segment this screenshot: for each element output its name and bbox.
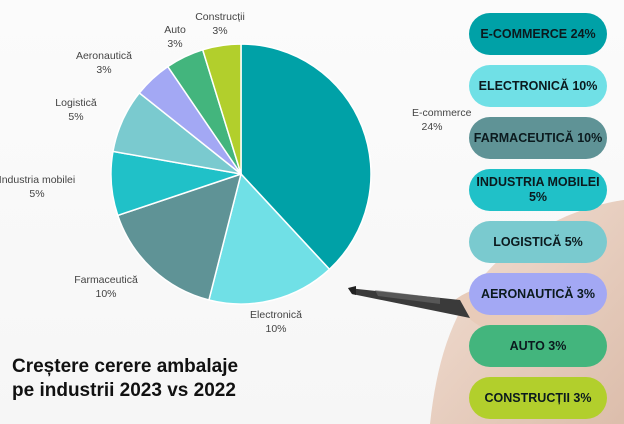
legend-item-ecommerce: E-COMMERCE 24% [469,13,607,55]
legend-item-aeronautica: AERONAUTICĂ 3% [469,273,607,315]
legend-item-logistica: LOGISTICĂ 5% [469,221,607,263]
legend-item-auto: AUTO 3% [469,325,607,367]
slice-label-name-7: Auto [164,24,186,36]
slice-label-value-8: 3% [212,25,227,37]
slice-label-name-8: Construcții [195,11,245,23]
slice-label-value-2: 10% [265,323,286,335]
slice-label-value-1: 24% [421,121,442,133]
slice-label-value-5: 5% [68,111,83,123]
slice-label-name-3: Farmaceutică [74,274,138,286]
legend-item-farmaceutica: FARMACEUTICĂ 10% [469,117,607,159]
title-line-1: Creștere cerere ambalaje [12,356,239,377]
slice-label-name-6: Aeronautică [76,50,132,62]
title-line-2: pe industrii 2023 vs 2022 [12,380,236,401]
pie-slice-8 [201,43,242,175]
pie-slice-2 [208,172,331,305]
slice-label-name-1: E-commerce [412,107,472,119]
chart-title: Creștere cerere ambalaje pe industrii 20… [12,355,342,403]
slice-label-name-5: Logistică [55,97,97,109]
slice-label-value-3: 10% [95,288,116,300]
slice-label-value-6: 3% [96,64,111,76]
slice-label-value-7: 3% [167,38,182,50]
legend-item-electronica: ELECTRONICĂ 10% [469,65,607,107]
slice-label-name-4: Industria mobilei [0,174,75,186]
pie-slice-1 [240,43,372,271]
legend-item-industria-mobilei: INDUSTRIA MOBILEI 5% [469,169,607,211]
slice-label-value-4: 5% [29,188,44,200]
legend-item-constructii: CONSTRUCȚII 3% [469,377,607,419]
slice-label-name-2: Electronică [250,309,302,321]
